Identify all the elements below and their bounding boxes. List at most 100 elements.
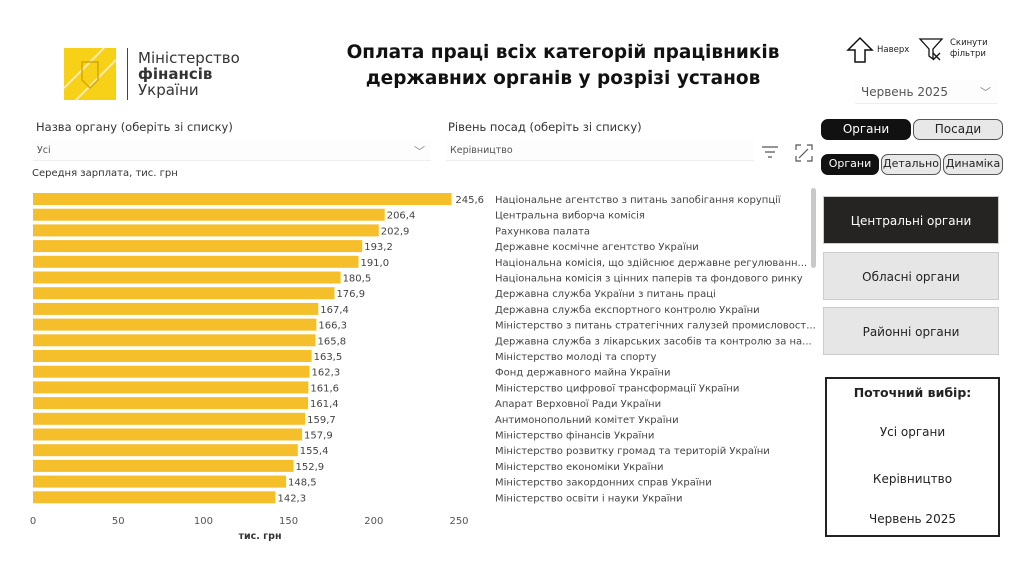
period-dropdown[interactable]: Червень 2025 ﹀ (855, 80, 997, 104)
logo-line1: Міністерство (138, 49, 240, 67)
bar[interactable] (33, 193, 452, 205)
reset-filters-button[interactable]: Скинути фільтри (918, 36, 988, 62)
bar[interactable] (33, 208, 385, 221)
value-label: 165,8 (318, 336, 347, 347)
bar[interactable] (33, 318, 317, 331)
value-label: 142,3 (277, 493, 306, 504)
category-label: Державне космічне агентство України (495, 241, 699, 253)
x-tick-label: 200 (364, 516, 383, 527)
toggle-organs[interactable]: Органи (821, 119, 911, 140)
x-tick-label: 50 (112, 516, 125, 527)
chevron-down-icon: ﹀ (980, 86, 991, 99)
reset-label-2: фільтри (950, 49, 986, 59)
value-label: 163,5 (314, 352, 343, 363)
level-dropdown[interactable]: Керівництво (446, 140, 754, 161)
filter-icon[interactable] (761, 144, 779, 160)
logo (63, 47, 117, 101)
value-label: 245,6 (455, 195, 484, 206)
value-label: 166,3 (318, 321, 347, 332)
category-label: Антимонопольний комітет України (495, 414, 679, 426)
bar[interactable] (33, 350, 312, 362)
x-tick-label: 150 (279, 516, 298, 527)
category-label: Міністерство закордонних справ України (495, 477, 712, 489)
category-label: Національна комісія, що здійснює державн… (495, 257, 807, 269)
bar[interactable] (33, 302, 319, 315)
chart-y-title: Середня зарплата, тис. грн (32, 168, 178, 179)
category-label: Міністерство молоді та спорту (495, 351, 657, 363)
category-label: Міністерство освіти і науки України (495, 492, 683, 504)
value-label: 176,9 (336, 289, 365, 300)
category-label: Державна служба експортного контролю Укр… (495, 305, 760, 316)
value-label: 206,4 (387, 211, 416, 222)
chevron-down-icon: ﹀ (414, 145, 425, 158)
value-label: 191,0 (360, 258, 389, 269)
bar[interactable] (33, 475, 287, 488)
category-label: Державна служба з лікарських засобів та … (495, 335, 812, 347)
bar[interactable] (33, 381, 309, 394)
organ-value: Усі (37, 145, 51, 156)
category-label: Центральна виборча комісія (495, 210, 645, 222)
bar-chart: 245,6 Національне агентство з питань запо… (30, 193, 816, 542)
current-selection-card: Поточний вибір: Усі органи Керівництво Ч… (825, 377, 1000, 537)
value-label: 167,4 (320, 305, 349, 316)
page-title: Оплата праці всіх категорій працівників … (346, 42, 780, 89)
bar[interactable] (33, 459, 294, 472)
level-filter-label: Рівень посад (оберіть зі списку) (448, 120, 642, 134)
x-tick-label: 0 (30, 516, 36, 527)
central-organs-button[interactable]: Центральні органи (823, 196, 999, 244)
bar[interactable] (33, 444, 298, 457)
value-label: 157,9 (304, 431, 333, 442)
bar[interactable] (33, 491, 276, 504)
tab-detailed[interactable]: Детально (881, 154, 941, 175)
category-label: Апарат Верховної Ради України (495, 399, 661, 410)
bar[interactable] (33, 271, 341, 284)
selection-title: Поточний вибір: (853, 385, 972, 400)
value-label: 162,3 (312, 368, 341, 379)
bar[interactable] (33, 224, 379, 237)
bar[interactable] (33, 240, 363, 253)
organ-filter-label: Назва органу (оберіть зі списку) (36, 120, 233, 134)
value-label: 180,5 (343, 274, 372, 285)
chart-scrollbar[interactable] (811, 188, 816, 268)
district-organs-button[interactable]: Районні органи (823, 307, 999, 355)
category-label: Міністерство економіки України (495, 461, 664, 473)
toggle-positions[interactable]: Посади (913, 119, 1003, 140)
organ-dropdown[interactable]: Усі ﹀ (33, 140, 431, 161)
x-tick-label: 100 (194, 516, 213, 527)
selection-level: Керівництво (872, 472, 953, 486)
value-label: 155,4 (300, 446, 329, 457)
bar[interactable] (33, 334, 316, 347)
up-button[interactable]: Наверх (846, 36, 909, 64)
filter-clear-icon (918, 38, 944, 61)
bar[interactable] (33, 397, 309, 410)
category-label: Державна служба України з питань праці (495, 288, 716, 300)
logo-divider (127, 48, 128, 100)
category-label: Міністерство з питань стратегічних галуз… (495, 320, 816, 332)
bar[interactable] (33, 428, 303, 441)
value-label: 148,5 (288, 478, 317, 489)
bar[interactable] (33, 365, 310, 378)
arrow-up-icon (846, 36, 874, 63)
category-label: Фонд державного майна України (495, 368, 670, 379)
value-label: 202,9 (381, 226, 410, 237)
bar[interactable] (33, 255, 359, 268)
bar[interactable] (33, 412, 306, 425)
trident-icon (63, 47, 117, 101)
category-label: Міністерство розвитку громад та територі… (495, 445, 770, 457)
bar[interactable] (33, 287, 335, 300)
value-label: 193,2 (364, 242, 393, 253)
tab-organs[interactable]: Органи (821, 154, 879, 175)
category-label: Національне агентство з питань запобіган… (495, 194, 781, 206)
tab-dynamics[interactable]: Динаміка (943, 154, 1003, 175)
value-label: 159,7 (307, 415, 336, 426)
logo-line3: України (138, 81, 199, 99)
x-axis-title: тис. грн (238, 531, 281, 542)
selection-organ: Усі органи (879, 425, 946, 439)
regional-organs-button[interactable]: Обласні органи (823, 252, 999, 300)
category-label: Міністерство цифрової трансформації Укра… (495, 382, 739, 394)
category-label: Рахункова палата (495, 226, 590, 237)
focus-mode-icon[interactable] (795, 144, 813, 162)
x-tick-label: 250 (449, 516, 468, 527)
level-value: Керівництво (450, 145, 513, 156)
value-label: 161,4 (310, 399, 339, 410)
